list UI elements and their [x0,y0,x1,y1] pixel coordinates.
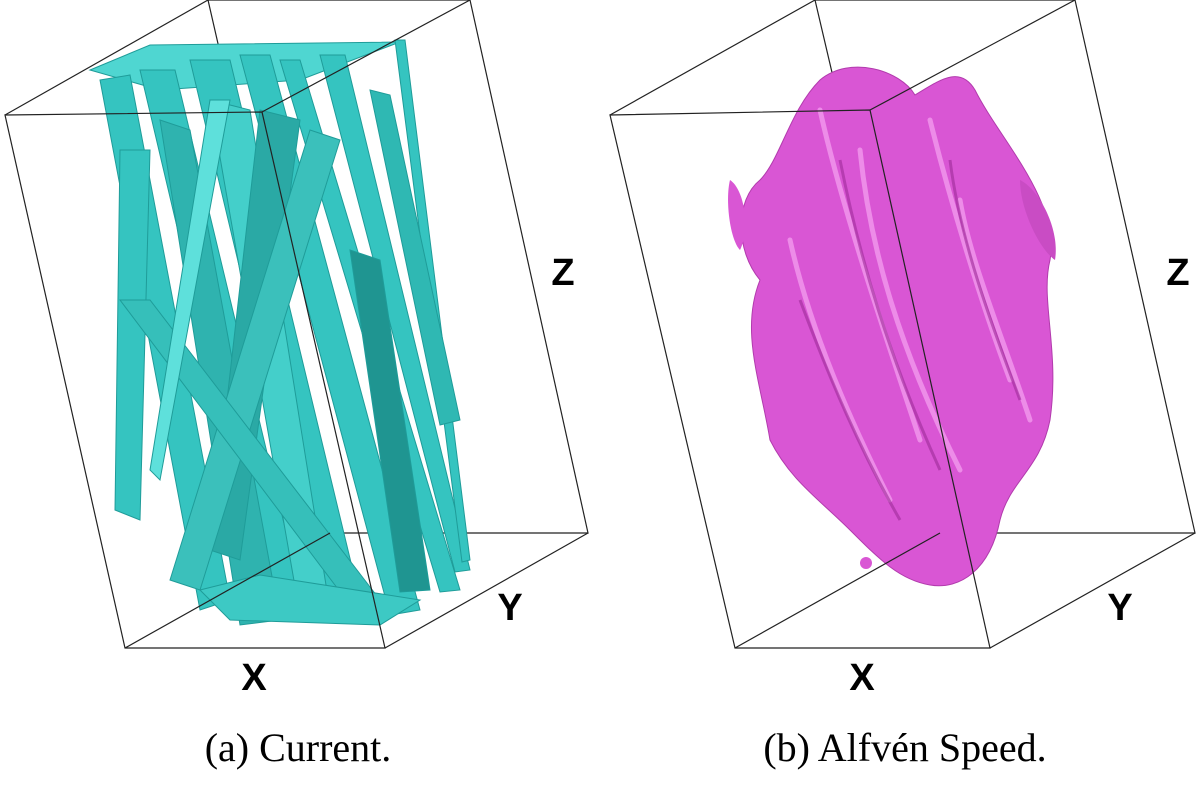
current-isosurface [88,39,471,626]
y-axis-label: Y [497,587,522,629]
z-axis-label: Z [1166,252,1189,294]
x-axis-label: X [849,657,875,699]
panel-a: Z Y X (a) Current. [4,0,589,770]
caption: (b) Alfvén Speed. [763,725,1046,770]
panel-b: Z Y X (b) Alfvén Speed. [609,0,1196,770]
caption: (a) Current. [205,725,392,770]
x-axis-label: X [241,657,267,699]
z-axis-label: Z [551,252,574,294]
y-axis-label: Y [1107,587,1132,629]
bounding-box-front [609,0,1196,649]
bounding-box-front [4,0,589,649]
alfven-speed-isosurface [728,66,1056,587]
